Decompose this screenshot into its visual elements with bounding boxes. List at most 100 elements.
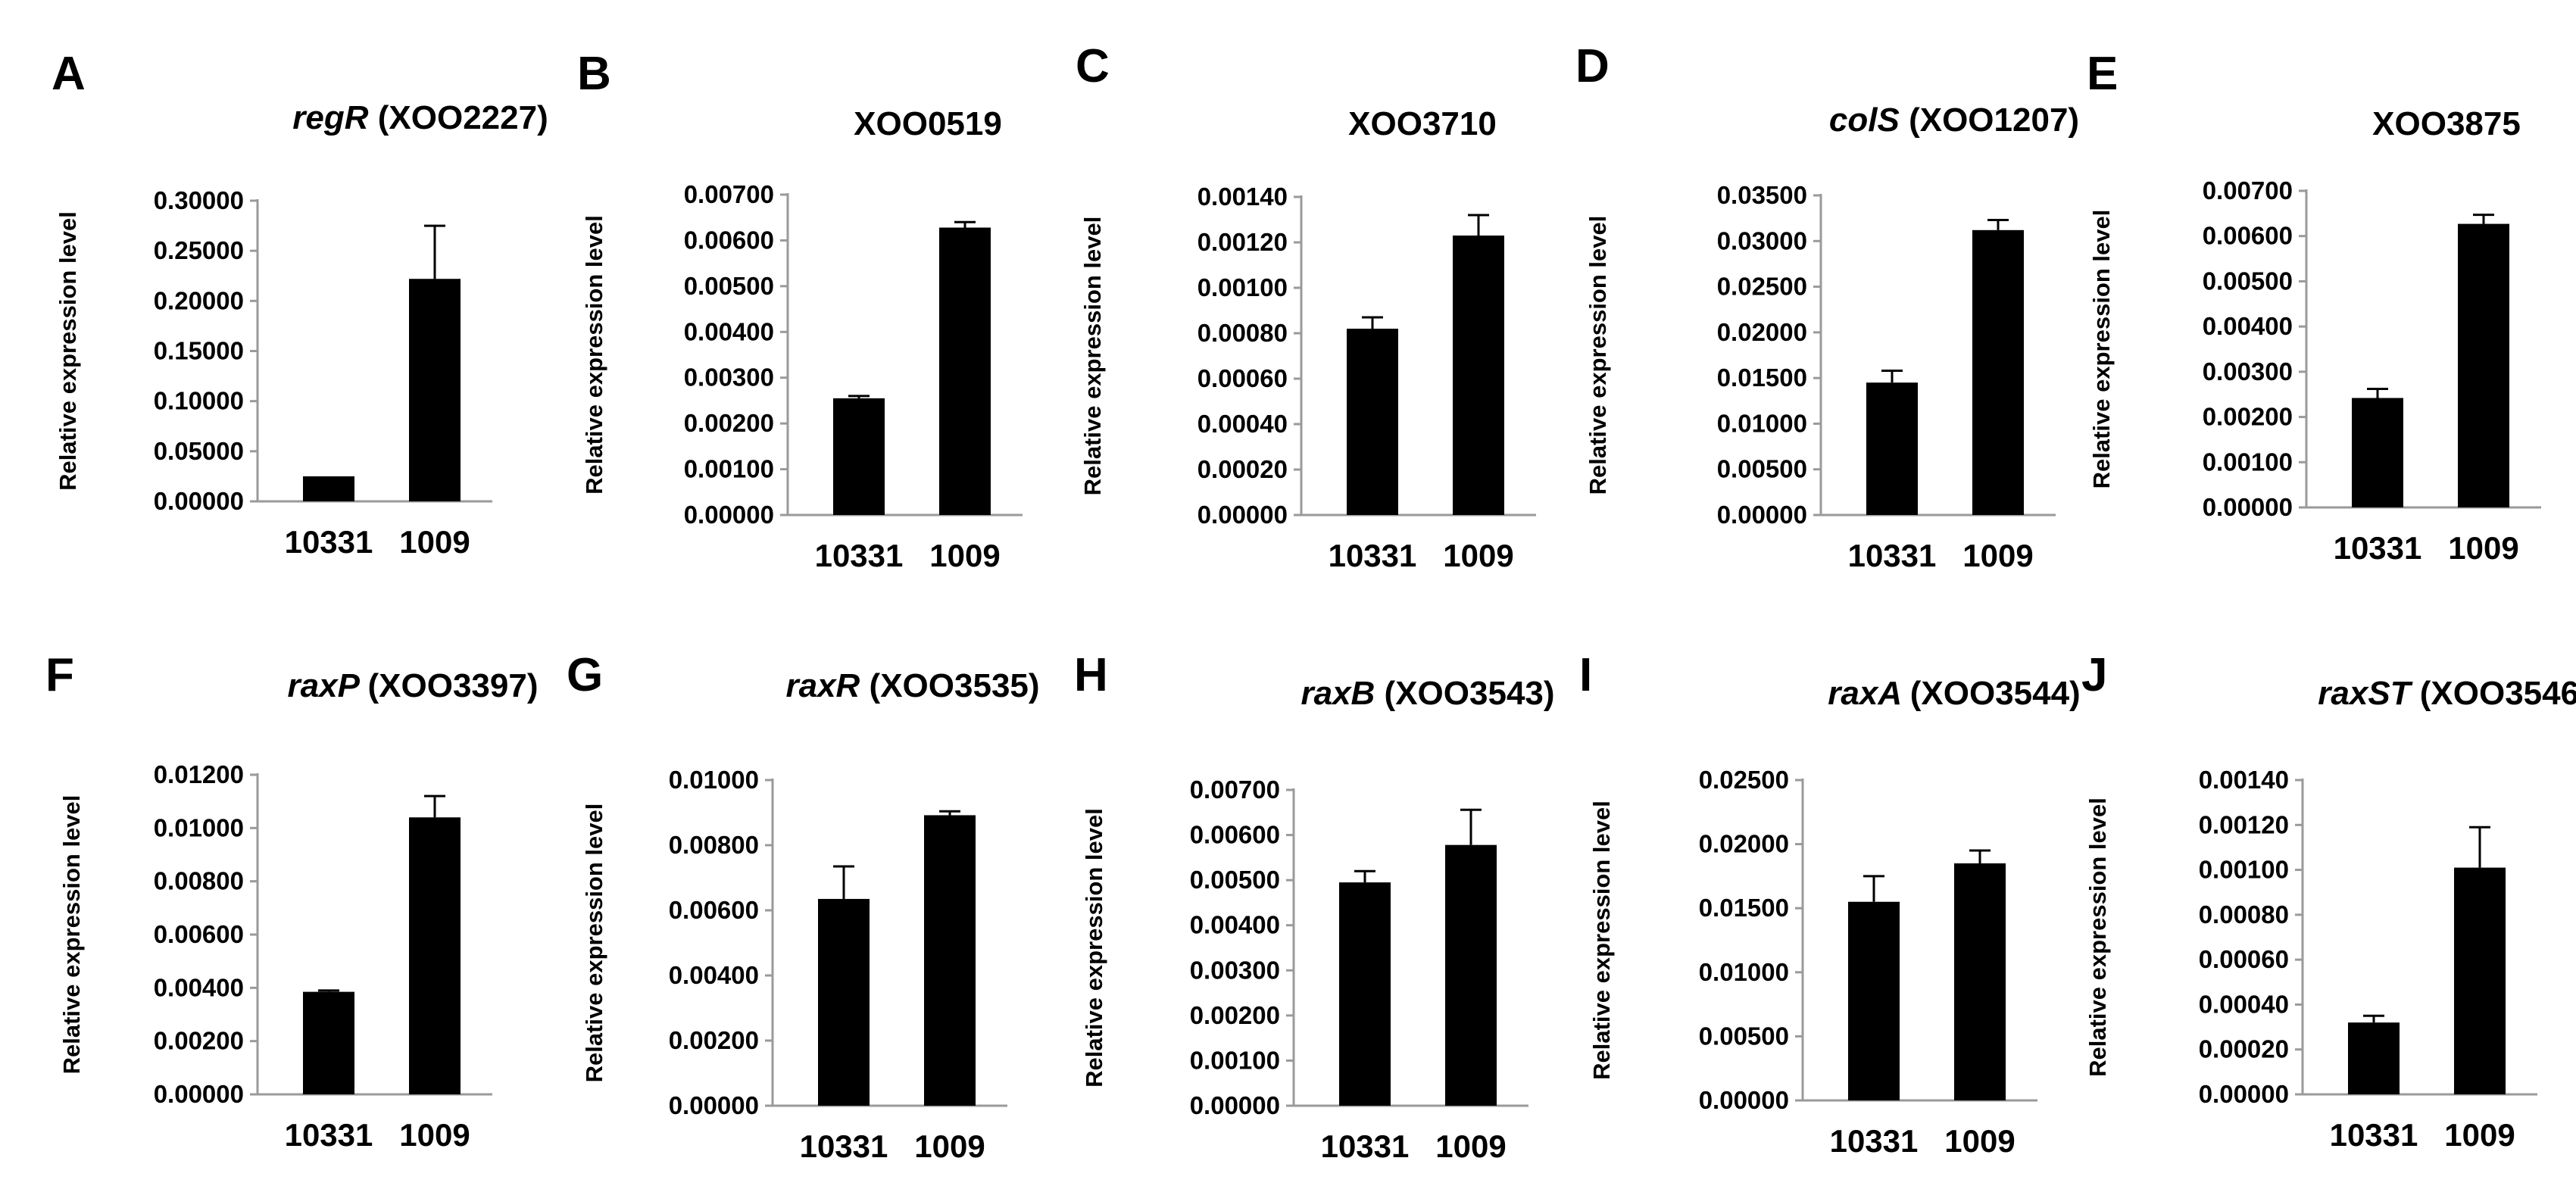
chart-panel-b: B XOO0519 Relative expression level 0.00000… bbox=[577, 48, 1023, 573]
y-tick-label-h: 0.00700 bbox=[1190, 776, 1280, 804]
panel-letter-e: E bbox=[2087, 48, 2118, 100]
y-tick-label-j: 0.00120 bbox=[2199, 810, 2289, 838]
y-tick-label-b: 0.00600 bbox=[684, 226, 774, 254]
panel-letter-a: A bbox=[52, 48, 86, 100]
y-axis-label-j: Relative expression level bbox=[2084, 797, 2111, 1077]
title-id-c: XOO3710 bbox=[1348, 105, 1497, 142]
y-tick-label-j: 0.00040 bbox=[2199, 990, 2289, 1018]
y-tick-label-g: 0.01000 bbox=[669, 766, 759, 794]
bar-f-10331 bbox=[303, 991, 354, 1094]
bar-i-10331 bbox=[1848, 901, 1900, 1100]
chart-title-h: raxB (XOO3543) bbox=[1300, 675, 1554, 712]
y-tick-label-b: 0.00500 bbox=[684, 272, 774, 300]
y-tick-label-i: 0.01500 bbox=[1699, 894, 1789, 922]
y-tick-label-c: 0.00040 bbox=[1197, 410, 1288, 438]
y-tick-label-c: 0.00120 bbox=[1197, 228, 1288, 256]
y-tick-label-d: 0.00000 bbox=[1717, 501, 1807, 529]
title-gene-g: raxR bbox=[785, 667, 869, 704]
x-category-label-a: 1009 bbox=[399, 524, 470, 560]
y-tick-label-g: 0.00600 bbox=[669, 896, 759, 924]
y-tick-label-c: 0.00140 bbox=[1197, 183, 1288, 211]
bar-c-10331 bbox=[1347, 329, 1398, 515]
y-tick-label-d: 0.03500 bbox=[1717, 181, 1807, 209]
y-axis-label-d: Relative expression level bbox=[1585, 216, 1611, 495]
x-category-label-h: 1009 bbox=[1435, 1128, 1506, 1164]
y-tick-label-h: 0.00600 bbox=[1190, 821, 1280, 849]
y-tick-label-j: 0.00060 bbox=[2199, 945, 2289, 973]
y-tick-label-a: 0.10000 bbox=[154, 387, 244, 415]
y-tick-label-j: 0.00080 bbox=[2199, 900, 2289, 929]
x-category-label-j: 10331 bbox=[2330, 1117, 2418, 1153]
y-tick-label-e: 0.00100 bbox=[2203, 448, 2293, 476]
chart-title-d: colS (XOO1207) bbox=[1829, 101, 2079, 139]
y-tick-label-j: 0.00140 bbox=[2199, 766, 2289, 794]
y-tick-label-a: 0.00000 bbox=[154, 487, 244, 515]
bar-h-1009 bbox=[1445, 844, 1497, 1106]
y-tick-label-a: 0.05000 bbox=[154, 437, 244, 465]
x-category-label-g: 1009 bbox=[914, 1128, 985, 1164]
chart-title-i: raxA (XOO3544) bbox=[1828, 675, 2080, 712]
y-axis-label-h: Relative expression level bbox=[1081, 808, 1107, 1088]
title-id-e: XOO3875 bbox=[2372, 105, 2521, 142]
y-tick-label-h: 0.00400 bbox=[1190, 911, 1280, 939]
y-axis-label-i: Relative expression level bbox=[1588, 801, 1615, 1080]
y-axis-label-a: Relative expression level bbox=[55, 211, 81, 491]
y-tick-label-f: 0.01000 bbox=[154, 813, 244, 841]
y-tick-label-h: 0.00200 bbox=[1190, 1001, 1280, 1029]
y-tick-label-f: 0.00400 bbox=[154, 973, 244, 1001]
bar-h-10331 bbox=[1339, 882, 1391, 1106]
y-tick-label-b: 0.00100 bbox=[684, 455, 774, 483]
y-tick-label-f: 0.00800 bbox=[154, 867, 244, 895]
bar-b-1009 bbox=[939, 227, 991, 515]
title-gene-i: raxA bbox=[1828, 675, 1909, 712]
bar-c-1009 bbox=[1453, 236, 1504, 515]
title-id-g: (XOO3535) bbox=[870, 667, 1040, 704]
x-category-label-e: 1009 bbox=[2448, 530, 2518, 566]
y-tick-label-g: 0.00800 bbox=[669, 831, 759, 859]
title-gene-h: raxB bbox=[1300, 675, 1384, 712]
x-category-label-j: 1009 bbox=[2444, 1117, 2515, 1153]
bar-j-1009 bbox=[2454, 867, 2506, 1094]
y-tick-label-i: 0.00500 bbox=[1699, 1022, 1789, 1050]
x-category-label-g: 10331 bbox=[800, 1128, 888, 1164]
bar-d-10331 bbox=[1866, 382, 1918, 515]
y-tick-label-c: 0.00000 bbox=[1197, 501, 1288, 529]
y-tick-label-i: 0.01000 bbox=[1699, 958, 1789, 986]
x-category-label-c: 10331 bbox=[1329, 538, 1417, 573]
y-tick-label-i: 0.00000 bbox=[1699, 1086, 1789, 1114]
panel-letter-d: D bbox=[1575, 40, 1610, 92]
y-tick-label-d: 0.03000 bbox=[1717, 226, 1807, 254]
y-tick-label-a: 0.30000 bbox=[154, 186, 244, 214]
y-tick-label-b: 0.00200 bbox=[684, 409, 774, 437]
y-tick-label-j: 0.00020 bbox=[2199, 1035, 2289, 1063]
y-tick-label-b: 0.00300 bbox=[684, 364, 774, 392]
title-id-a: (XOO2227) bbox=[378, 99, 548, 136]
bar-b-10331 bbox=[833, 398, 885, 515]
y-axis-label-f: Relative expression level bbox=[58, 795, 85, 1075]
y-tick-label-g: 0.00200 bbox=[669, 1026, 759, 1054]
y-tick-label-c: 0.00060 bbox=[1197, 364, 1288, 392]
y-tick-label-i: 0.02000 bbox=[1699, 830, 1789, 858]
title-gene-f: raxP bbox=[288, 667, 368, 704]
y-axis-label-b: Relative expression level bbox=[581, 215, 607, 495]
y-tick-label-d: 0.00500 bbox=[1717, 455, 1807, 483]
y-tick-label-c: 0.00100 bbox=[1197, 273, 1288, 301]
chart-title-j: raxST (XOO3546) bbox=[2318, 675, 2576, 712]
y-tick-label-j: 0.00000 bbox=[2199, 1080, 2289, 1108]
panel-letter-b: B bbox=[577, 48, 611, 100]
y-tick-label-c: 0.00080 bbox=[1197, 319, 1288, 347]
chart-title-a: regR (XOO2227) bbox=[292, 99, 548, 136]
y-tick-label-h: 0.00100 bbox=[1190, 1046, 1280, 1074]
title-id-j: (XOO3546) bbox=[2420, 675, 2576, 712]
panel-letter-g: G bbox=[567, 649, 603, 701]
panel-letter-f: F bbox=[45, 649, 74, 701]
y-tick-label-e: 0.00600 bbox=[2203, 222, 2293, 250]
bar-j-10331 bbox=[2348, 1022, 2400, 1094]
title-gene-j: raxST bbox=[2318, 675, 2420, 712]
